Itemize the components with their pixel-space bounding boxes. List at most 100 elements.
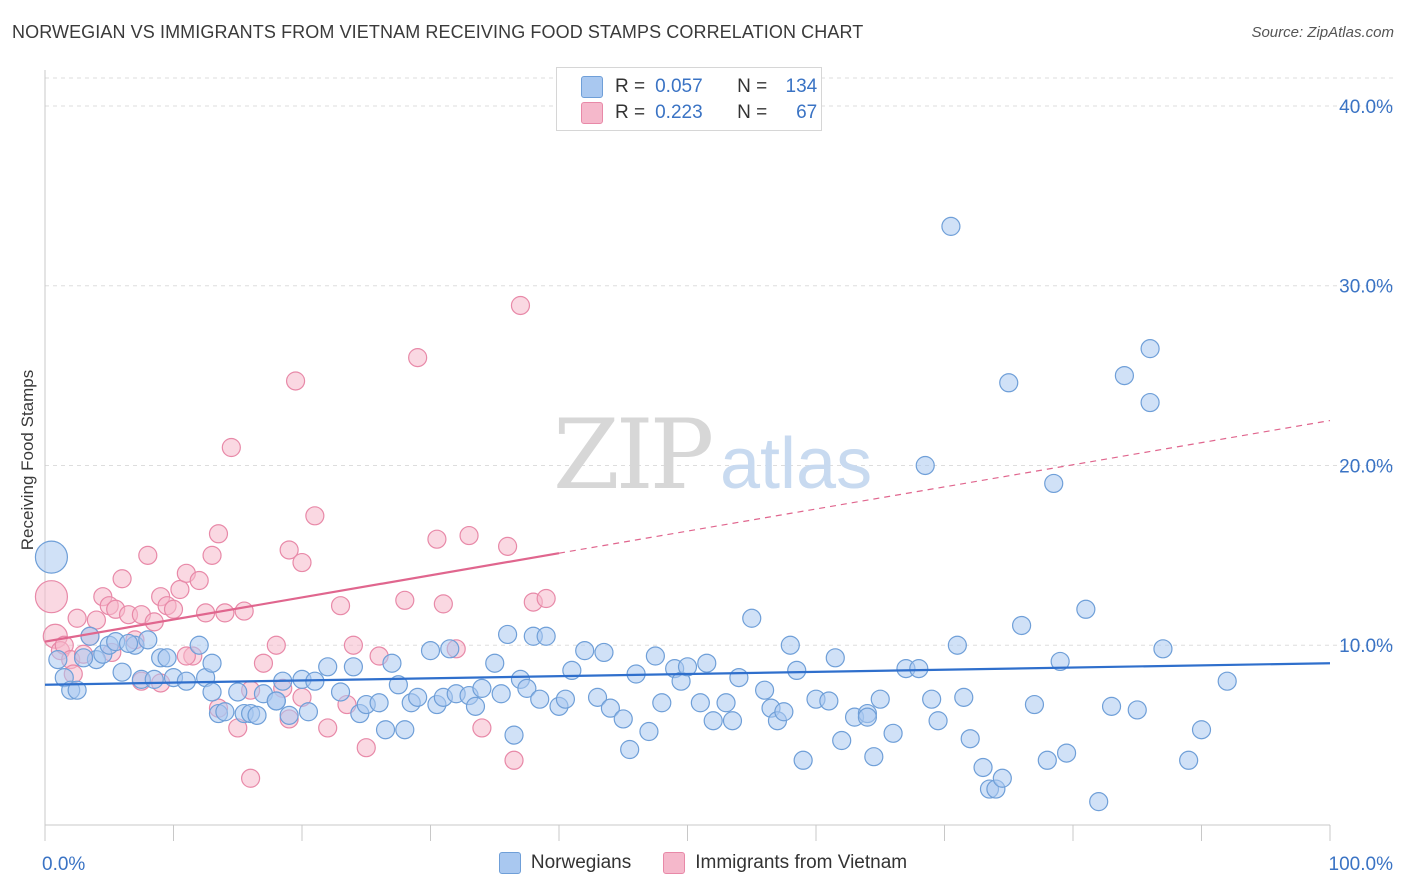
norwegian-point [1101, 696, 1122, 716]
norwegian-point [485, 653, 505, 673]
chart-title: NORWEGIAN VS IMMIGRANTS FROM VIETNAM REC… [12, 22, 864, 42]
vietnam-point [408, 348, 428, 368]
norwegian-point [960, 729, 980, 749]
vietnam-point [202, 545, 222, 565]
norwegian-point [189, 635, 209, 655]
vietnam-point [285, 371, 306, 391]
norwegian-point [247, 705, 267, 725]
norwegian-point [575, 641, 595, 661]
norwegian-point [530, 689, 550, 709]
norwegian-point [465, 696, 486, 716]
vietnam-point [356, 738, 376, 758]
norwegian-point [857, 707, 878, 727]
legend-swatch-vietnam [663, 852, 686, 874]
norwegian-point [1191, 720, 1212, 740]
legend-r-value: 0.057 [655, 76, 703, 97]
x-tick-label: 100.0% [1329, 854, 1394, 875]
norwegian-point [420, 641, 441, 661]
norwegian-point [472, 678, 492, 698]
vietnam-point [170, 579, 190, 600]
vietnam-point [472, 718, 492, 738]
norwegian-point [80, 626, 100, 646]
norwegian-point [941, 216, 961, 236]
norwegian-point [498, 624, 518, 645]
vietnam-point [112, 569, 132, 589]
norwegian-point [215, 702, 235, 722]
norwegian-point [388, 675, 408, 695]
norwegian-point [298, 702, 319, 722]
y-tick-label: 40.0% [1339, 97, 1393, 118]
vietnam-point [427, 529, 447, 549]
watermark-atlas: atlas [720, 424, 872, 504]
norwegian-point [266, 691, 286, 711]
vietnam-point [138, 545, 158, 565]
norwegian-point [716, 693, 736, 713]
norwegian-point [144, 669, 164, 689]
norwegian-point [722, 711, 743, 731]
legend-row-vietnam: R = 0.223 N = 67 [581, 101, 817, 125]
norwegian-point [1044, 473, 1064, 494]
vietnam-point [176, 646, 196, 666]
watermark: ZIP atlas [553, 399, 872, 511]
norwegian-point [1050, 651, 1070, 672]
norwegian-point [202, 653, 222, 673]
tick-labels: 10.0% 20.0% 30.0% 40.0% 0.0% 100.0% [42, 97, 1393, 875]
norwegian-point [157, 648, 177, 668]
watermark-zip: ZIP [553, 399, 712, 511]
legend-label-norwegians: Norwegians [530, 852, 632, 873]
norwegian-point [825, 648, 845, 668]
norwegian-point [819, 691, 839, 711]
norwegian-point [1153, 639, 1173, 659]
legend-row-norwegians: R = 0.057 N = 134 [581, 75, 817, 99]
vietnam-point [221, 437, 241, 458]
norwegian-point [973, 757, 993, 778]
norwegian-point [677, 657, 698, 677]
norwegian-point [883, 723, 903, 743]
norwegian-point [491, 684, 511, 704]
norwegian-point [1140, 339, 1160, 359]
norwegian-point [395, 720, 415, 740]
norwegian-point [228, 682, 248, 702]
norwegian-point [48, 650, 68, 670]
norwegian-point [517, 678, 537, 698]
norwegian-point [909, 659, 929, 679]
norwegian-point [754, 680, 775, 700]
norwegian-point [440, 639, 460, 659]
norwegian-point [343, 657, 363, 677]
norwegian-point [587, 687, 608, 707]
vietnam-point [163, 599, 184, 619]
trend-lines [44, 419, 1331, 686]
norwegian-point [1056, 743, 1077, 763]
norwegian-point [1140, 392, 1160, 413]
norwegian-point [864, 747, 884, 767]
vietnam-point [67, 608, 87, 628]
legend-n-label: N = [737, 76, 768, 97]
legend-r-value: 0.223 [655, 102, 703, 123]
norwegian-point [1089, 792, 1109, 812]
x-tick-label: 0.0% [42, 854, 85, 875]
norwegian-point [1076, 599, 1096, 619]
norwegians-points [34, 216, 1237, 812]
norwegian-point [382, 653, 402, 673]
vietnam-point [34, 580, 69, 614]
axis-layer [44, 70, 1331, 841]
norwegian-point [318, 657, 338, 677]
norwegian-point [1037, 750, 1057, 770]
norwegian-point [652, 693, 672, 713]
norwegian-point [1127, 700, 1147, 720]
norwegian-point [729, 667, 749, 688]
norwegian-point [408, 687, 428, 707]
norwegian-point [1011, 615, 1032, 636]
vietnam-point [536, 588, 556, 609]
norwegian-point [954, 687, 974, 707]
legend-swatch-vietnam [581, 102, 603, 124]
y-tick-label: 20.0% [1339, 456, 1393, 477]
vietnam-point [241, 768, 261, 788]
chart-source: Source: ZipAtlas.com [1251, 24, 1394, 41]
vietnam-point [343, 635, 363, 655]
vietnam-point [318, 718, 338, 738]
norwegian-point [555, 689, 576, 709]
norwegian-point [947, 635, 967, 655]
vietnam-point [266, 635, 286, 655]
legend-item-vietnam: Immigrants from Vietnam [663, 852, 907, 874]
